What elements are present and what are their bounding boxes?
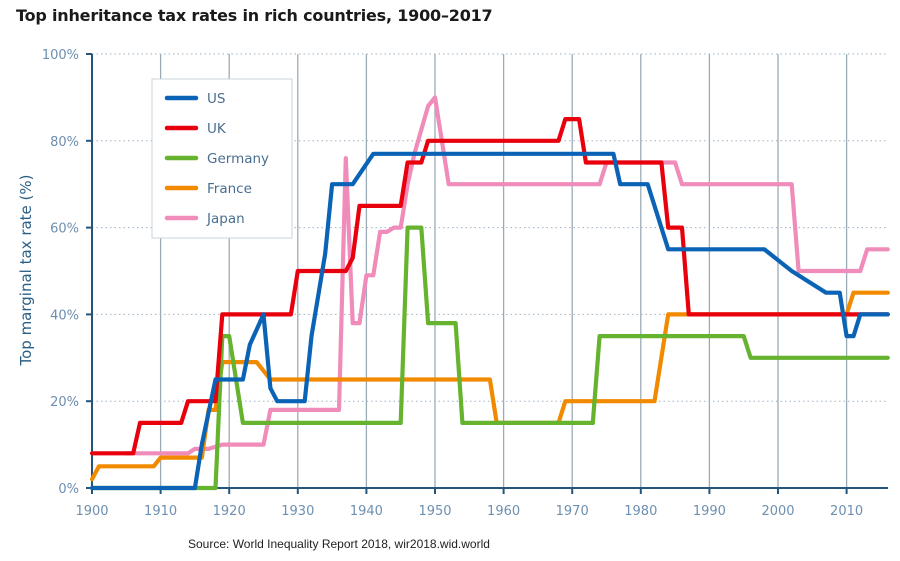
legend-label-france: France	[207, 181, 252, 197]
legend-label-germany: Germany	[207, 151, 269, 167]
legend-label-japan: Japan	[206, 211, 245, 227]
x-tick-label: 1950	[418, 504, 451, 519]
source-note: Source: World Inequality Report 2018, wi…	[188, 537, 490, 551]
series-line-france	[89, 290, 890, 482]
y-tick-label: 40%	[50, 308, 79, 323]
y-tick-label: 100%	[42, 48, 79, 63]
x-tick-label: 1960	[487, 504, 520, 519]
x-tick-label: 2010	[830, 504, 863, 519]
x-tick-label: 1910	[144, 504, 177, 519]
x-tick-label: 1900	[75, 504, 108, 519]
chart-title: Top inheritance tax rates in rich countr…	[16, 6, 493, 25]
series-line-germany	[89, 225, 890, 491]
series-line-uk	[89, 117, 890, 456]
x-tick-label: 2000	[761, 504, 794, 519]
legend-label-uk: UK	[207, 121, 227, 137]
y-tick-label: 20%	[50, 395, 79, 410]
series-line-us	[89, 151, 890, 491]
legend-label-us: US	[207, 91, 225, 107]
series-lines	[89, 95, 890, 491]
legend: US UK Germany France Japan	[151, 78, 293, 239]
x-tick-label: 1930	[281, 504, 314, 519]
y-tick-label: 80%	[50, 135, 79, 150]
x-tick-label: 1990	[693, 504, 726, 519]
axes: 0% 20% 40% 60% 80% 100% 1900 1910 1920 1930 1940 19…	[42, 48, 888, 519]
series-line-japan	[124, 95, 890, 456]
x-tick-label: 1970	[556, 504, 589, 519]
x-tick-label: 1920	[213, 504, 246, 519]
y-tick-label: 60%	[50, 222, 79, 237]
y-tick-label: 0%	[58, 482, 79, 497]
x-tick-label: 1940	[350, 504, 383, 519]
x-tick-label: 1980	[624, 504, 657, 519]
